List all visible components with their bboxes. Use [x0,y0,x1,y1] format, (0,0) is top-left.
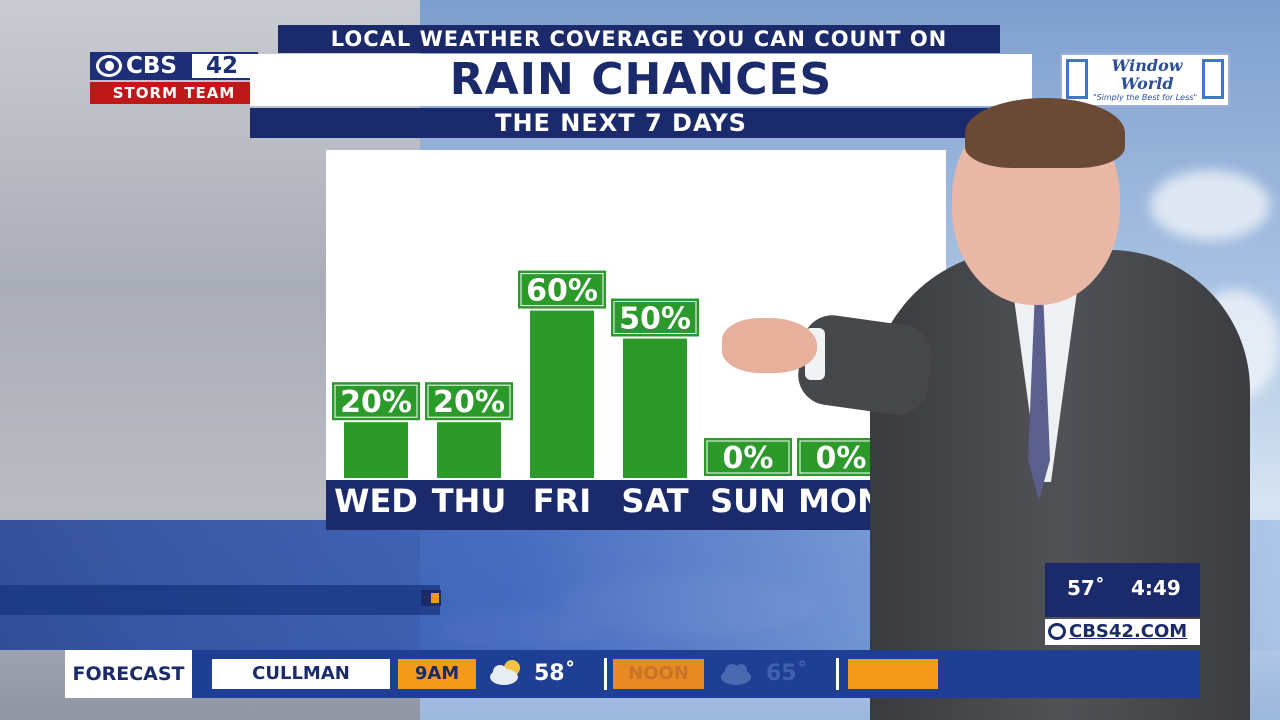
rain-chance-chart: 20% 20% 60% 50% 0% 0% [332,270,885,478]
data-label-bg [332,382,420,421]
ticker-time-slot: NOON [613,659,704,689]
data-label: 60% [526,274,598,309]
bar-sat [623,338,687,478]
tick-label-mon: MON [798,482,884,520]
data-label-bg [611,298,699,337]
day-label-bar [326,480,946,530]
data-label-border [427,384,511,418]
tick-label-thu: THU [431,482,507,520]
bar-wed [344,422,408,478]
cbs-eye-icon [96,55,122,77]
logo-top-band: CBS 42 [90,52,258,80]
data-label: 0% [816,441,867,476]
data-label: 0% [723,441,774,476]
tick-label-sat: SAT [621,482,689,520]
tick-label-fri: FRI [532,482,592,520]
graphic-marker-icon [421,590,441,606]
tagline-bar: LOCAL WEATHER COVERAGE YOU CAN COUNT ON [278,25,1000,53]
data-label-border [334,384,418,418]
presenter-hair [965,98,1125,168]
ticker-time-slot-empty [848,659,938,689]
tick-label-sun: SUN [710,482,786,520]
ticker-label: FORECAST [65,650,192,698]
ticker-divider [836,658,839,690]
current-temperature: 57˚ [1067,576,1105,600]
data-label-bg [704,438,792,476]
window-icon [1202,59,1224,99]
data-label-bg [425,382,513,421]
logo-network: CBS [126,53,177,79]
ticker-temperature: 65˚ [766,661,808,686]
cloud-icon [721,664,751,685]
data-label-border [613,301,697,334]
logo-channel: 42 [192,54,252,78]
presenter-tie [1028,300,1050,500]
data-label: 50% [619,302,691,337]
sponsor-name: Window World [1111,56,1183,93]
cbs-eye-icon [1048,623,1066,640]
ticker-divider [604,658,607,690]
logo-team: STORM TEAM [90,82,258,104]
presenter-hand [722,318,817,373]
window-icon [1066,59,1088,99]
website-url: CBS42.COM [1069,621,1188,642]
partly-cloudy-icon [490,660,520,685]
current-conditions-box: 57˚ 4:49 [1045,563,1200,617]
data-label: 20% [340,385,412,420]
cloud-shape [1150,170,1270,240]
ticker-time-slot: 9AM [398,659,476,689]
sponsor-logo: Window World "Simply the Best for Less" [1060,53,1230,107]
ticker-temperature: 58˚ [534,661,576,686]
data-label-bg [518,270,606,309]
bar-thu [437,422,501,478]
website-badge: CBS42.COM [1045,619,1200,645]
tick-label-wed: WED [334,482,418,520]
bar-fri [530,310,594,478]
data-label: 20% [433,385,505,420]
ticker-city: CULLMAN [212,659,390,689]
page-title: RAIN CHANCES [250,54,1032,106]
station-logo: CBS 42 STORM TEAM [90,52,258,106]
background-stripe [0,585,440,615]
sponsor-tagline: "Simply the Best for Less" [1092,93,1198,102]
data-label-border [520,273,604,307]
data-label-border [706,440,790,474]
current-time: 4:49 [1131,576,1181,600]
page-subtitle: THE NEXT 7 DAYS [250,108,992,138]
